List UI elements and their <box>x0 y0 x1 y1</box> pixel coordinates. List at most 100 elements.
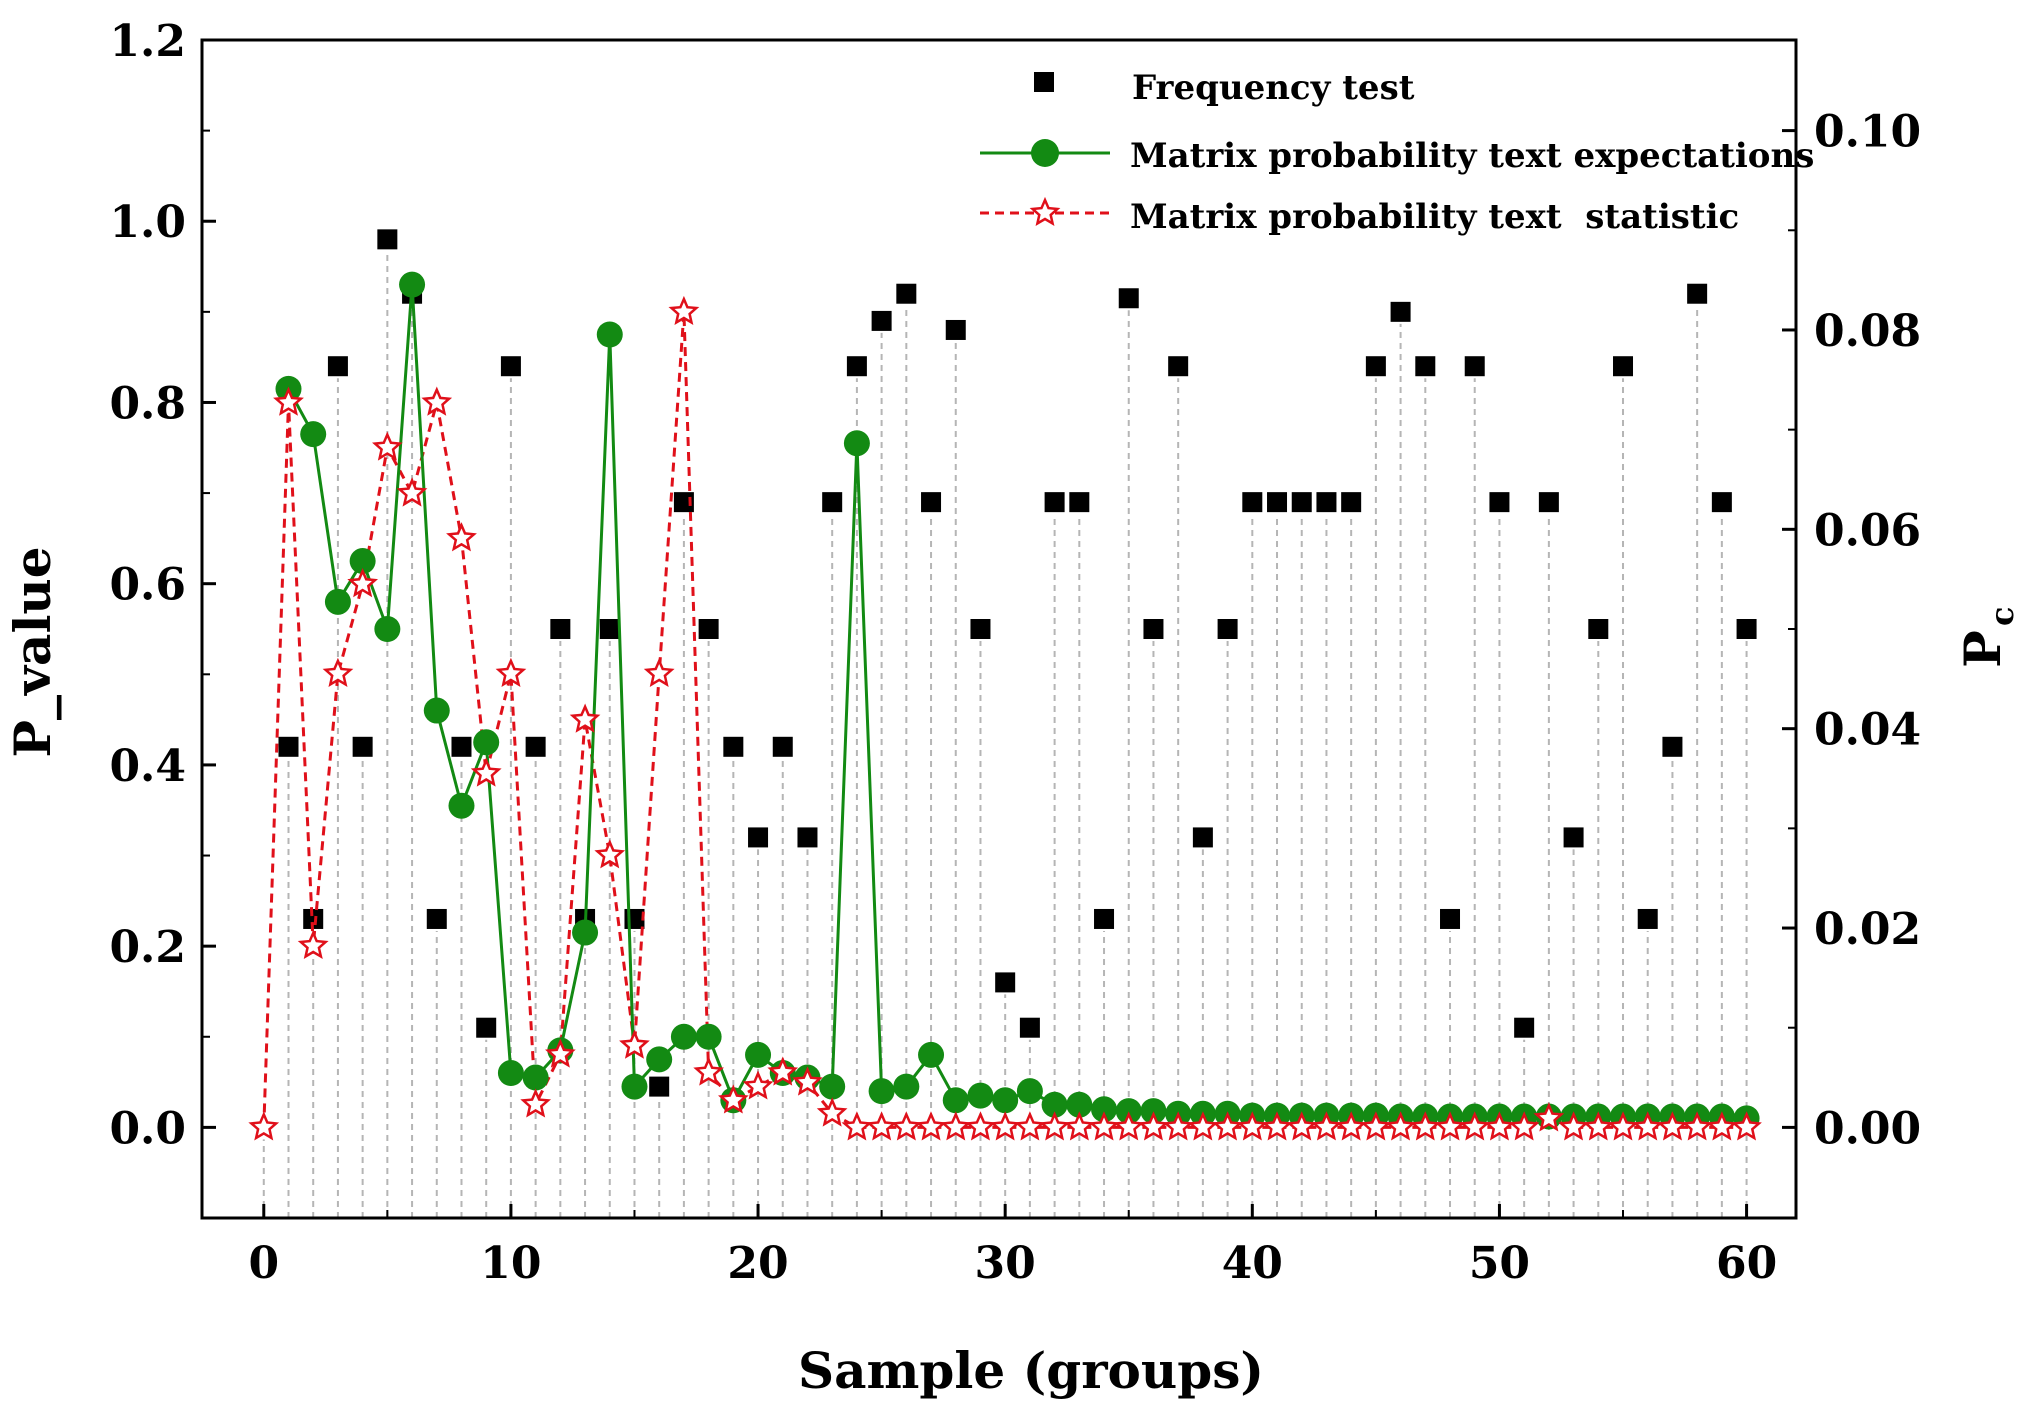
expectations-point <box>399 271 426 298</box>
statistic-point <box>1731 1111 1762 1141</box>
x-tick-label: 60 <box>1716 1238 1777 1289</box>
statistic-point <box>470 757 502 787</box>
frequency-test-point <box>896 283 917 304</box>
statistic-point <box>668 295 700 326</box>
frequency-test-point <box>748 827 769 848</box>
statistic-point <box>1286 1111 1318 1141</box>
statistic-point <box>446 522 477 552</box>
y-right-axis-title-main: P <box>1953 630 2012 668</box>
frequency-test-point <box>1711 492 1732 513</box>
statistic-point <box>1558 1111 1589 1141</box>
statistic-point <box>1681 1111 1713 1141</box>
series-layer <box>248 229 1762 1141</box>
statistic-point <box>248 1111 280 1141</box>
legend-frequency-label: Frequency test <box>1132 68 1415 108</box>
frequency-test-point <box>1563 827 1584 848</box>
expectations-point <box>670 1023 697 1050</box>
expectations-series-line <box>287 284 1747 1120</box>
expectations-point <box>423 697 450 724</box>
statistic-point <box>297 929 329 960</box>
statistic-point <box>866 1111 898 1141</box>
frequency-test-point <box>1415 356 1436 377</box>
statistic-point <box>1311 1111 1342 1141</box>
frequency-test-point <box>377 229 398 250</box>
expectations-point <box>324 588 351 615</box>
frequency-test-point <box>1291 492 1312 513</box>
y-left-tick-label: 1.2 <box>109 16 186 67</box>
legend-expectations-marker <box>1031 139 1059 167</box>
expectations-point <box>918 1041 945 1068</box>
frequency-test-point <box>1118 288 1139 309</box>
statistic-point <box>742 1070 774 1100</box>
frequency-test-point <box>1069 492 1090 513</box>
frequency-test-point <box>303 908 324 929</box>
expectations-point <box>967 1082 994 1109</box>
expectations-point <box>819 1073 846 1100</box>
y-left-tick-label: 0.8 <box>109 378 186 429</box>
frequency-test-point <box>772 736 793 757</box>
expectations-point <box>745 1041 772 1068</box>
statistic-point <box>1236 1111 1268 1141</box>
frequency-test-point <box>1489 492 1510 513</box>
statistic-point <box>396 477 428 507</box>
statistic-point <box>1335 1111 1367 1141</box>
legend-frequency-marker <box>1034 72 1054 92</box>
frequency-test-point <box>1365 356 1386 377</box>
statistic-point <box>569 703 601 733</box>
frequency-test-point <box>822 492 843 513</box>
frequency-test-point <box>1390 301 1411 322</box>
frequency-test-point <box>1242 492 1263 513</box>
statistic-point <box>619 1029 650 1059</box>
statistic-point <box>1187 1111 1219 1141</box>
statistic-point <box>322 657 354 687</box>
expectations-point <box>300 421 327 448</box>
statistic-point <box>1039 1111 1071 1141</box>
statistic-point <box>347 567 379 598</box>
statistic-point <box>1533 1102 1565 1132</box>
frequency-test-point <box>1637 908 1658 929</box>
frequency-test-point <box>1019 1017 1040 1038</box>
legend-statistic-marker <box>1029 196 1061 227</box>
frequency-test-point <box>476 1017 497 1038</box>
frequency-test-point <box>500 356 521 377</box>
frequency-test-point <box>921 492 942 513</box>
statistic-point <box>1138 1111 1169 1141</box>
expectations-point <box>374 616 401 642</box>
statistic-point <box>915 1111 947 1141</box>
y-left-tick-label: 0.2 <box>109 922 186 973</box>
frequency-test-point <box>1044 492 1065 513</box>
frequency-test-point <box>1316 492 1337 513</box>
frequency-test-point <box>1464 356 1485 377</box>
frequency-test-point <box>723 736 744 757</box>
x-tick-label: 50 <box>1469 1238 1530 1289</box>
x-tick-label: 30 <box>975 1238 1036 1289</box>
expectations-point <box>646 1046 673 1073</box>
frequency-test-point <box>1687 283 1708 304</box>
y-right-tick-label: 0.08 <box>1814 306 1921 357</box>
y-right-axis-title: P c <box>1953 607 2021 668</box>
statistic-point <box>965 1111 996 1141</box>
frequency-test-point <box>278 736 299 757</box>
statistic-point <box>1582 1111 1614 1141</box>
statistic-point <box>1607 1111 1639 1141</box>
statistic-point <box>1508 1111 1540 1141</box>
y-left-axis-title: P_value <box>3 546 62 757</box>
frequency-test-point <box>1168 356 1189 377</box>
y-right-tick-label: 0.10 <box>1814 107 1921 158</box>
expectations-point <box>868 1078 895 1105</box>
statistic-point <box>1064 1111 1095 1141</box>
legend-statistic-label: Matrix probability text statistic <box>1130 197 1739 237</box>
expectations-point <box>572 919 599 946</box>
y-right-axis-title-sub: c <box>1983 607 2021 626</box>
frequency-test-point <box>1514 1017 1535 1038</box>
statistic-point <box>545 1038 576 1068</box>
expectations-point <box>596 321 623 348</box>
frequency-test-point <box>426 908 447 929</box>
statistic-point <box>273 386 304 416</box>
frequency-test-point <box>1267 492 1288 513</box>
frequency-test-point <box>550 619 571 639</box>
frequency-test-point <box>871 310 892 331</box>
statistic-point <box>1459 1111 1491 1141</box>
statistic-point <box>1385 1111 1417 1141</box>
statistic-point <box>767 1056 799 1086</box>
